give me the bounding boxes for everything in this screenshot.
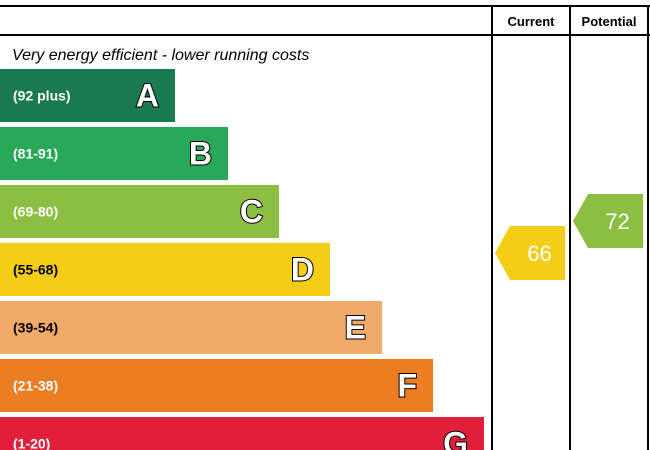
current-rating-value: 66 <box>527 241 551 266</box>
band-c-range: (69-80) <box>13 204 58 220</box>
chart-frame <box>0 5 650 450</box>
band-f-range: (21-38) <box>13 378 58 394</box>
band-e-letter: E <box>345 310 366 346</box>
band-g-letter: G <box>443 426 468 450</box>
current-rating-pointer <box>495 226 565 280</box>
band-a-range: (92 plus) <box>13 88 71 104</box>
potential-column-header: Potential <box>582 14 637 29</box>
current-column-header: Current <box>508 14 556 29</box>
rating-pointers: 66 72 <box>495 194 643 280</box>
band-b-bar <box>0 127 228 180</box>
potential-rating-value: 72 <box>605 209 629 234</box>
band-g-bar <box>0 417 484 450</box>
band-c-bar <box>0 185 279 238</box>
band-b-letter: B <box>189 136 212 172</box>
potential-rating-pointer <box>573 194 643 248</box>
band-d-letter: D <box>291 252 314 288</box>
efficiency-caption: Very energy efficient - lower running co… <box>12 47 309 64</box>
band-a-bar <box>0 69 175 122</box>
band-e-range: (39-54) <box>13 320 58 336</box>
band-f-bar <box>0 359 433 412</box>
band-d-range: (55-68) <box>13 262 58 278</box>
band-g-range: (1-20) <box>13 436 50 450</box>
band-f-letter: F <box>397 368 417 404</box>
band-e-bar <box>0 301 382 354</box>
band-b-range: (81-91) <box>13 146 58 162</box>
band-c-letter: C <box>240 194 263 230</box>
band-d-bar <box>0 243 330 296</box>
rating-bands: (92 plus) A (81-91) B (69-80) C (55-68) D (39-54… <box>0 69 484 450</box>
band-a-letter: A <box>136 78 159 114</box>
